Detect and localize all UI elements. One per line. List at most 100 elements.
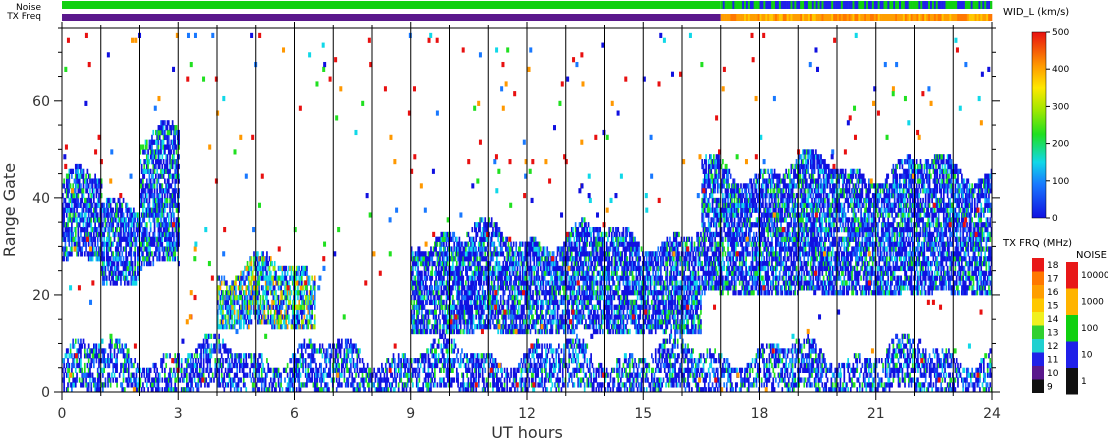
echo-cell [167, 144, 170, 150]
echo-cell [436, 304, 439, 310]
echo-cell [427, 270, 430, 276]
noise-bar-segment [767, 1, 770, 9]
echo-cell [454, 285, 457, 291]
echo-cell [533, 256, 536, 262]
echo-cell [558, 290, 560, 296]
txfreq-bar-segment [910, 14, 913, 21]
echo-cell [439, 275, 441, 281]
echo-cell [578, 251, 581, 257]
echo-cell [170, 129, 173, 136]
echo-cell [449, 246, 452, 252]
echo-cell [607, 304, 609, 310]
echo-cell [481, 285, 484, 291]
echo-cell [583, 290, 586, 296]
echo-cell [120, 260, 122, 267]
echo-cell [497, 280, 499, 286]
echo-cell [300, 314, 303, 320]
echo-cell [240, 270, 242, 276]
echo-cell [534, 246, 537, 252]
echo-cell [437, 314, 440, 320]
echo-cell [455, 265, 458, 272]
echo-cell [104, 212, 107, 218]
echo-cell [229, 299, 232, 306]
echo-cell [529, 251, 532, 257]
echo-cell [511, 290, 514, 296]
echo-cell [563, 270, 565, 276]
echo-cell [426, 285, 428, 291]
echo-cell [514, 324, 516, 330]
echo-cell [161, 144, 164, 150]
echo-cell [439, 328, 441, 335]
echo-cell [434, 285, 436, 291]
echo-cell [434, 260, 436, 267]
echo-cell [612, 290, 614, 296]
echo-cell [90, 202, 93, 208]
echo-cell [112, 226, 115, 233]
echo-cell [125, 207, 127, 213]
echo-cell [157, 163, 160, 170]
echo-cell [153, 183, 156, 189]
echo-cell [145, 193, 148, 199]
txfreq-bar-segment [955, 14, 958, 21]
echo-cell [178, 188, 180, 194]
echo-cell [612, 275, 614, 281]
echo-cell [152, 193, 155, 199]
echo-cell [161, 183, 164, 189]
echo-cell [507, 309, 510, 315]
echo-cell [583, 236, 586, 242]
echo-cell [162, 217, 165, 223]
echo-cell [266, 290, 268, 296]
echo-cell [590, 285, 592, 291]
echo-cell [621, 299, 623, 306]
echo-cell [258, 290, 261, 296]
echo-cell [524, 299, 527, 306]
echo-cell [537, 290, 540, 296]
echo-cell [600, 280, 603, 286]
echo-cell [577, 304, 580, 310]
echo-cell [149, 149, 152, 155]
echo-cell [568, 231, 571, 238]
echo-cell [541, 304, 543, 310]
echo-cell [570, 285, 573, 291]
echo-cell [536, 246, 538, 252]
echo-cell [62, 246, 64, 252]
echo-cell [595, 265, 598, 272]
echo-cell [594, 256, 596, 262]
echo-cell [295, 319, 298, 325]
echo-cell [479, 324, 481, 330]
txfreq-bar-segment [835, 14, 838, 21]
echo-cell [621, 270, 623, 276]
echo-cell [134, 275, 137, 281]
echo-cell [80, 197, 82, 204]
echo-cell [521, 309, 524, 315]
echo-cell [527, 285, 529, 291]
echo-cell [444, 251, 447, 257]
echo-cell [521, 314, 524, 320]
echo-cell [86, 226, 89, 233]
echo-cell [437, 251, 440, 257]
txfreq-bar-segment [953, 14, 956, 21]
echo-cell [538, 251, 541, 257]
echo-cell [483, 222, 485, 228]
echo-cell [440, 275, 443, 281]
echo-cell [528, 324, 530, 330]
echo-cell [64, 207, 67, 213]
echo-cell [450, 314, 453, 320]
echo-cell [608, 265, 611, 272]
echo-cell [169, 159, 171, 165]
echo-cell [490, 285, 493, 291]
echo-cell [458, 236, 461, 242]
echo-cell [147, 241, 149, 247]
echo-cell [632, 285, 635, 291]
echo-cell [459, 319, 462, 325]
echo-cell [625, 246, 627, 252]
txfreq-bar-segment [974, 14, 977, 21]
echo-cell [167, 139, 170, 145]
echo-cell [122, 226, 125, 233]
echo-cell [160, 222, 162, 228]
echo-cell [158, 129, 161, 136]
txfreq-bar-segment [838, 14, 842, 21]
echo-cell [140, 246, 143, 252]
echo-cell [524, 285, 527, 291]
echo-cell [422, 251, 425, 257]
